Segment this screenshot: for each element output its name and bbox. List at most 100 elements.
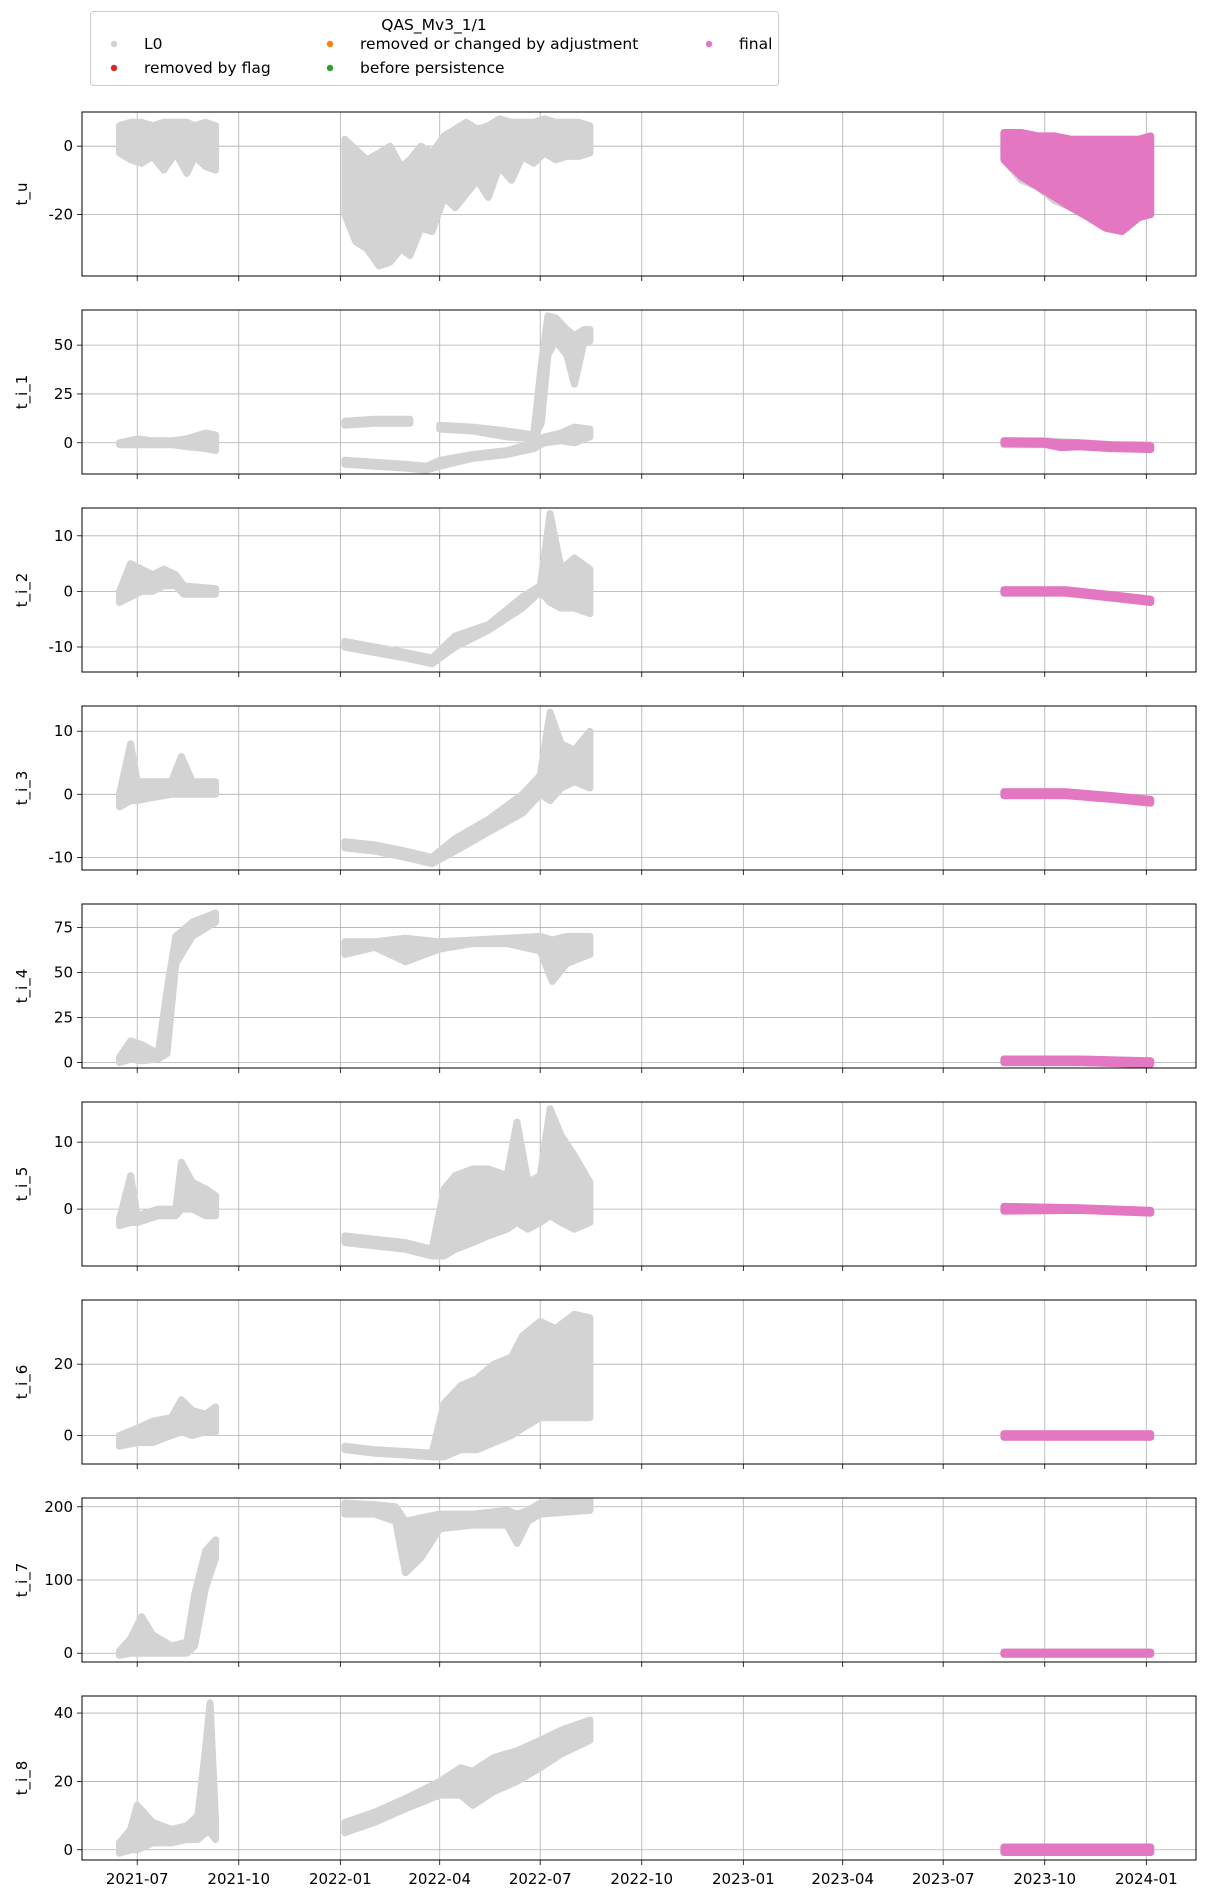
panel-frame <box>81 507 1197 673</box>
y-tick-label: -20 <box>49 206 74 224</box>
panel-frame <box>81 1695 1197 1861</box>
y-axis-label: t_i_1 <box>13 375 32 410</box>
legend-marker-removed-or-changed-by-adjustment <box>326 40 334 48</box>
panel-t-i-4: 0 25 50 75 t_i_4 <box>13 903 1197 1073</box>
panel-t-i-8: 40 20 0 t_i_8 <box>13 1695 1197 1865</box>
series-l0-band <box>341 423 594 474</box>
x-tick-label: 2024-01 <box>1115 1870 1178 1888</box>
panel-t-i-6: 20 0 t_i_6 <box>13 1299 1197 1469</box>
y-axis-label: t_i_6 <box>13 1365 32 1400</box>
legend-label-l0: L0 <box>144 35 163 53</box>
y-tick-label: 0 <box>63 1200 73 1218</box>
panel-t-i-7: 200 100 0 t_i_7 <box>13 1497 1197 1667</box>
series-l0-band <box>116 909 220 1067</box>
series-final-band <box>1000 1843 1155 1856</box>
series-final-band <box>1000 129 1155 236</box>
y-tick-label: 25 <box>54 1009 73 1027</box>
x-axis: 2021-07 2021-10 2022-01 2022-04 2022-07 2022-… <box>106 1870 1178 1888</box>
series-l0-band <box>116 1158 220 1230</box>
legend-marker-final <box>705 40 713 48</box>
panel-frame <box>81 903 1197 1069</box>
legend-label-removed-or-changed-by-adjustment: removed or changed by adjustment <box>360 35 638 53</box>
series-final-band <box>1000 586 1155 606</box>
y-tick-label: 75 <box>54 918 73 936</box>
panel-frame <box>81 1101 1197 1267</box>
y-tick-label: 0 <box>63 1841 73 1859</box>
series-final-band <box>1000 1055 1155 1068</box>
panel-t-i-2: 10 0 -10 t_i_2 <box>13 507 1197 677</box>
y-tick-label: 0 <box>63 1426 73 1444</box>
y-tick-label: 10 <box>54 527 73 545</box>
y-tick-label: 20 <box>54 1355 73 1373</box>
y-axis-label: t_i_7 <box>13 1563 32 1598</box>
x-tick-label: 2023-10 <box>1013 1870 1076 1888</box>
series-final-band <box>1000 1202 1155 1217</box>
y-tick-label: 0 <box>63 434 73 452</box>
y-tick-label: 50 <box>54 336 73 354</box>
y-tick-label: 200 <box>44 1498 73 1516</box>
series-l0-band <box>341 510 594 668</box>
y-axis-label: t_i_5 <box>13 1167 32 1202</box>
series-final-band <box>1000 1430 1155 1441</box>
legend: QAS_Mv3_1/1 L0 removed by flag removed or c… <box>90 11 779 86</box>
legend-frame <box>90 11 779 86</box>
panel-t-i-3: 10 0 -10 t_i_3 <box>13 705 1197 875</box>
legend-label-final: final <box>739 35 772 53</box>
y-axis-label: t_i_3 <box>13 771 32 806</box>
x-tick-label: 2022-07 <box>509 1870 572 1888</box>
x-tick-label: 2022-04 <box>408 1870 471 1888</box>
y-tick-label: 25 <box>54 385 73 403</box>
y-tick-label: 0 <box>63 1054 73 1072</box>
series-l0-band <box>116 740 220 811</box>
panel-t-i-1: 0 25 50 t_i_1 <box>13 309 1197 479</box>
y-tick-label: 0 <box>63 785 73 803</box>
series-l0-band <box>116 560 220 606</box>
y-tick-label: -10 <box>49 848 74 866</box>
y-tick-label: 100 <box>44 1571 73 1589</box>
series-l0-band <box>116 1536 220 1659</box>
x-tick-label: 2023-04 <box>811 1870 874 1888</box>
series-l0-band <box>341 415 414 429</box>
panels: 0-20t_u02550t_i_1100-10t_i_2100-10t_i_30… <box>13 111 1197 1865</box>
legend-marker-before-persistence <box>326 64 334 72</box>
series-l0-band <box>341 1310 594 1461</box>
y-tick-label: 10 <box>54 722 73 740</box>
series-final-band <box>1000 437 1155 454</box>
series-l0-band <box>116 1396 220 1450</box>
legend-label-removed-by-flag: removed by flag <box>144 59 271 77</box>
y-tick-label: 0 <box>63 1644 73 1662</box>
panel-frame <box>81 1299 1197 1465</box>
y-tick-label: 50 <box>54 963 73 981</box>
y-tick-label: 40 <box>54 1704 73 1722</box>
series-l0-band <box>341 1105 594 1260</box>
panel-t-i-5: 10 0 t_i_5 <box>13 1101 1197 1271</box>
series-l0-band <box>116 118 220 177</box>
y-tick-label: 0 <box>63 137 73 155</box>
series-l0-band <box>341 115 594 270</box>
series-l0-band <box>116 1699 220 1857</box>
panel-frame <box>81 111 1197 277</box>
y-tick-label: 20 <box>54 1772 73 1790</box>
panel-t-u: 0 -20 t_u <box>13 111 1197 281</box>
x-tick-label: 2023-01 <box>712 1870 775 1888</box>
y-axis-label: t_u <box>13 183 32 206</box>
panel-frame <box>81 309 1197 475</box>
series-l0-band <box>341 932 594 985</box>
series-l0-band <box>116 429 220 455</box>
y-axis-label: t_i_4 <box>13 969 32 1004</box>
series-l0-band <box>341 1716 594 1837</box>
panel-frame <box>81 705 1197 871</box>
series-l0-band <box>341 1498 594 1577</box>
panel-frame <box>81 1497 1197 1663</box>
series-l0-band <box>341 708 594 868</box>
series-final-band <box>1000 1648 1155 1658</box>
y-tick-label: 10 <box>54 1133 73 1151</box>
y-axis-label: t_i_8 <box>13 1761 32 1796</box>
y-axis-label: t_i_2 <box>13 573 32 608</box>
series-final-band <box>1000 788 1155 807</box>
legend-marker-removed-by-flag <box>110 64 118 72</box>
y-tick-label: -10 <box>49 638 74 656</box>
series-l0-band <box>436 312 594 443</box>
